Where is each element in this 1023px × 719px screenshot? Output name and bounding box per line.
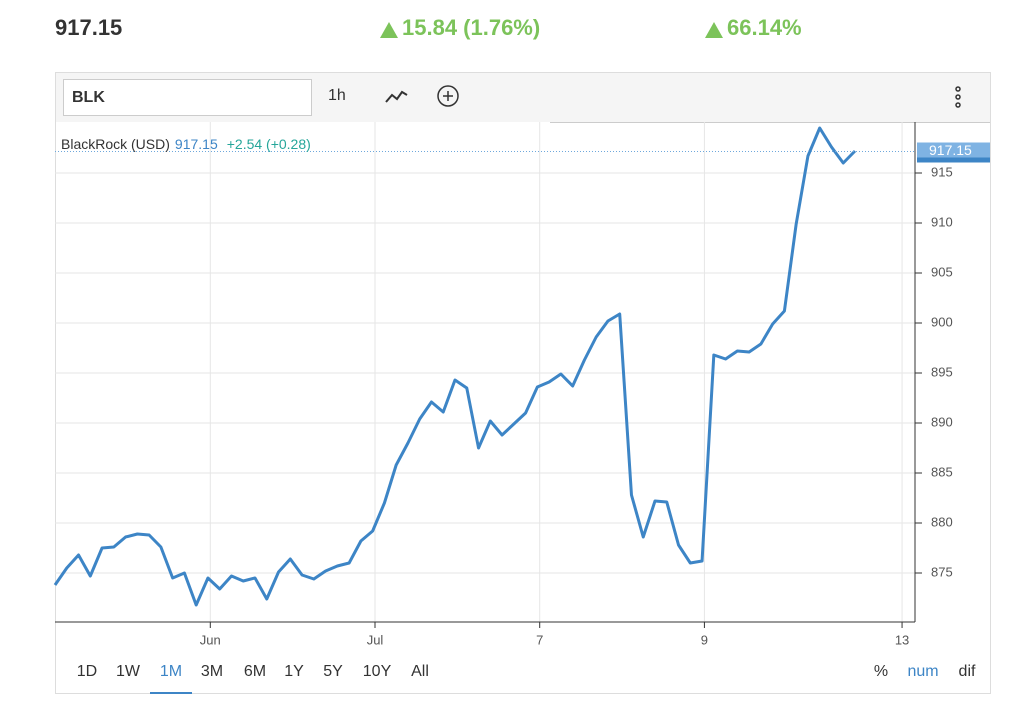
symbol: BLK — [72, 89, 105, 106]
y-tick-label: 915 — [931, 164, 953, 179]
y-tick-label: 910 — [931, 214, 953, 229]
last-price-box-edge — [917, 157, 990, 163]
range-button[interactable]: 1Y — [284, 663, 304, 680]
menu-icon[interactable] — [955, 86, 961, 108]
legend: BlackRock (USD) 917.15 +2.54 (+0.28) — [61, 136, 311, 152]
y-tick-label: 880 — [931, 514, 953, 529]
y-tick-label: 895 — [931, 364, 953, 379]
up-arrow — [380, 22, 398, 38]
symbol-input[interactable] — [63, 79, 312, 116]
price-line — [53, 126, 857, 607]
range-button[interactable]: 6M — [244, 663, 266, 680]
x-tick-label: Jul — [367, 632, 384, 647]
x-tick-label: Jun — [200, 632, 221, 647]
legend-change: +2.54 (+0.28) — [227, 136, 311, 152]
x-tick-label: 7 — [536, 632, 543, 647]
x-tick-label: 13 — [895, 632, 909, 647]
y-tick-label: 885 — [931, 464, 953, 479]
change-pct: 66.14% — [727, 15, 802, 40]
range-button[interactable]: 3M — [201, 663, 223, 680]
range-button[interactable]: All — [411, 663, 429, 680]
chart-type-icon[interactable] — [385, 90, 408, 103]
range-button[interactable]: 5Y — [323, 663, 343, 680]
y-tick-label: 875 — [931, 564, 953, 579]
interval[interactable]: 1h — [328, 87, 346, 104]
range-button[interactable]: 1D — [77, 663, 97, 680]
last-price-label: 917.15 — [929, 142, 972, 158]
legend-price: 917.15 — [175, 136, 218, 152]
change: 15.84 (1.76%) — [402, 15, 540, 40]
last-price-box — [917, 142, 990, 161]
mode-button[interactable]: num — [907, 663, 938, 680]
range-button[interactable]: 10Y — [363, 663, 392, 680]
add-icon-plus — [443, 91, 453, 101]
y-tick-label: 890 — [931, 414, 953, 429]
range-button[interactable]: 1M — [160, 663, 182, 680]
mode-button[interactable]: dif — [959, 663, 976, 680]
price: 917.15 — [55, 15, 122, 40]
y-tick-label: 905 — [931, 264, 953, 279]
up-arrow — [705, 22, 723, 38]
y-tick-label: 900 — [931, 314, 953, 329]
range-button[interactable]: 1W — [116, 663, 141, 680]
add-icon[interactable] — [437, 85, 459, 107]
widget — [55, 72, 991, 694]
x-tick-label: 9 — [701, 632, 708, 647]
legend-name: BlackRock (USD) — [61, 136, 170, 152]
mode-button[interactable]: % — [874, 663, 888, 680]
